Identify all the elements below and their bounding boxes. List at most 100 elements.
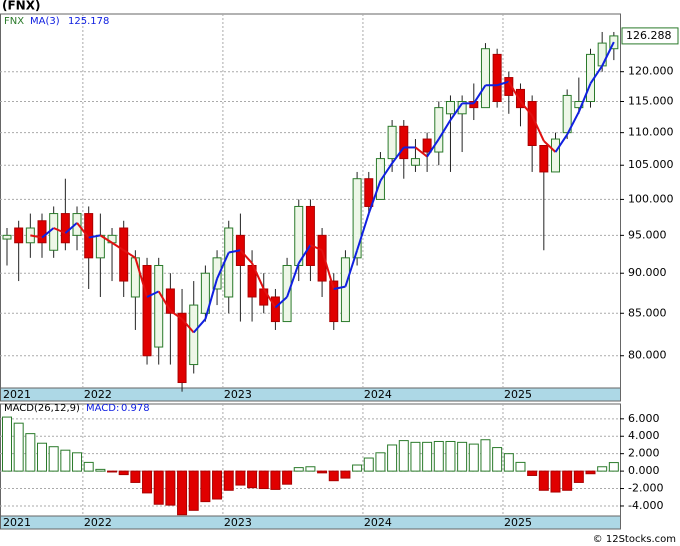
macd-bar-down	[550, 470, 561, 493]
legend-symbol: FNX	[4, 16, 24, 27]
macd-bar-up	[398, 440, 409, 472]
x-tick-label: 2024	[364, 516, 392, 529]
x-tick-label: 2023	[224, 388, 252, 401]
ma-segment	[239, 249, 253, 264]
ma-segment	[146, 290, 160, 298]
ma-segment	[379, 162, 393, 182]
ma-segment	[519, 100, 533, 117]
macd-bar-down	[212, 470, 223, 500]
macd-bar-down	[282, 470, 293, 485]
chart-title: (FNX)	[2, 0, 40, 13]
ma-segment	[367, 180, 382, 214]
candle-up	[387, 125, 397, 160]
macd-bar-up	[37, 442, 48, 472]
macd-bar-up	[60, 449, 71, 472]
ma-segment	[310, 244, 323, 252]
ma-segment	[496, 80, 510, 87]
macd-bar-down	[142, 470, 153, 494]
candle-down	[37, 220, 47, 244]
macd-bar-down	[562, 470, 573, 491]
macd-bar-down	[153, 470, 164, 505]
candle-up	[550, 138, 560, 173]
candle-down	[364, 178, 374, 207]
candle-up	[294, 205, 304, 266]
ma-segment	[274, 296, 288, 309]
macd-bar-down	[340, 470, 351, 479]
ma-segment	[507, 81, 522, 103]
macd-bar-down	[107, 470, 118, 473]
ma-segment	[228, 249, 241, 254]
y-tick-label: 90.000	[628, 266, 667, 279]
candle-up	[212, 257, 222, 290]
macd-bar-up	[480, 439, 491, 472]
y-tick-label: 115.000	[628, 95, 674, 108]
macd-bar-up	[387, 444, 398, 472]
macd-bar-up	[305, 466, 316, 472]
macd-bar-up	[503, 453, 514, 472]
ma-segment	[262, 288, 277, 309]
macd-bar-up	[375, 452, 386, 472]
y-tick-label: -4.000	[628, 499, 663, 512]
ma-segment	[321, 249, 335, 290]
ma-segment	[356, 213, 370, 251]
ma-segment	[297, 244, 312, 264]
macd-bar-down	[177, 470, 188, 516]
macd-bar-up	[13, 422, 24, 472]
legend-macd-value: 0.978	[121, 403, 150, 414]
x-tick-label: 2025	[504, 388, 532, 401]
macd-bar-down	[188, 470, 199, 511]
ma-segment	[204, 278, 219, 320]
panel	[0, 403, 621, 517]
candle-up	[2, 234, 12, 240]
y-tick-label: 110.000	[628, 126, 674, 139]
ma-segment	[286, 262, 300, 298]
ma-segment	[589, 65, 604, 85]
macd-bar-up	[2, 416, 12, 472]
macd-bar-up	[515, 461, 526, 472]
candle-up	[154, 264, 164, 348]
y-tick-label: 120.000	[628, 65, 674, 78]
candle-down	[259, 288, 269, 306]
x-tick-label: 2021	[3, 388, 31, 401]
macd-bar-up	[293, 467, 304, 472]
candle-up	[95, 234, 105, 259]
ma-segment	[577, 83, 592, 113]
ma-segment	[391, 146, 405, 164]
ma-segment	[251, 262, 265, 290]
macd-bar-down	[573, 470, 584, 483]
candle-up	[224, 227, 234, 298]
x-tick-label: 2023	[224, 516, 252, 529]
y-tick-label: 105.000	[628, 158, 674, 171]
ma-segment	[157, 290, 172, 312]
macd-bar-up	[72, 452, 83, 472]
ma-segment	[216, 252, 230, 280]
candle-down	[142, 264, 152, 357]
ma-segment	[99, 234, 113, 244]
ma-segment	[449, 102, 463, 121]
candle-down	[515, 88, 525, 109]
ma-segment	[181, 318, 195, 334]
ma-segment	[88, 234, 101, 239]
ma-segment	[134, 257, 148, 298]
y-tick-label: 80.000	[628, 349, 667, 362]
x-tick-label: 2021	[3, 516, 31, 529]
y-tick-label: 0.000	[628, 464, 660, 477]
candle-down	[305, 205, 315, 266]
macd-bar-up	[363, 457, 374, 472]
legend-macd-name: MACD:	[86, 403, 119, 414]
legend-macd: MACD(26,12,9)	[4, 403, 80, 414]
macd-bar-up	[597, 466, 608, 472]
candle-up	[480, 48, 490, 109]
y-tick-label: 85.000	[628, 306, 667, 319]
ma-segment	[192, 318, 207, 334]
candle-down	[317, 234, 327, 282]
macd-bar-down	[527, 470, 538, 476]
candle-down	[422, 138, 432, 153]
x-tick-label: 2024	[364, 388, 392, 401]
macd-bar-up	[492, 447, 503, 472]
ma-segment	[76, 222, 90, 239]
y-tick-label: 100.000	[628, 192, 674, 205]
candle-down	[177, 312, 187, 384]
macd-bar-down	[223, 470, 234, 491]
